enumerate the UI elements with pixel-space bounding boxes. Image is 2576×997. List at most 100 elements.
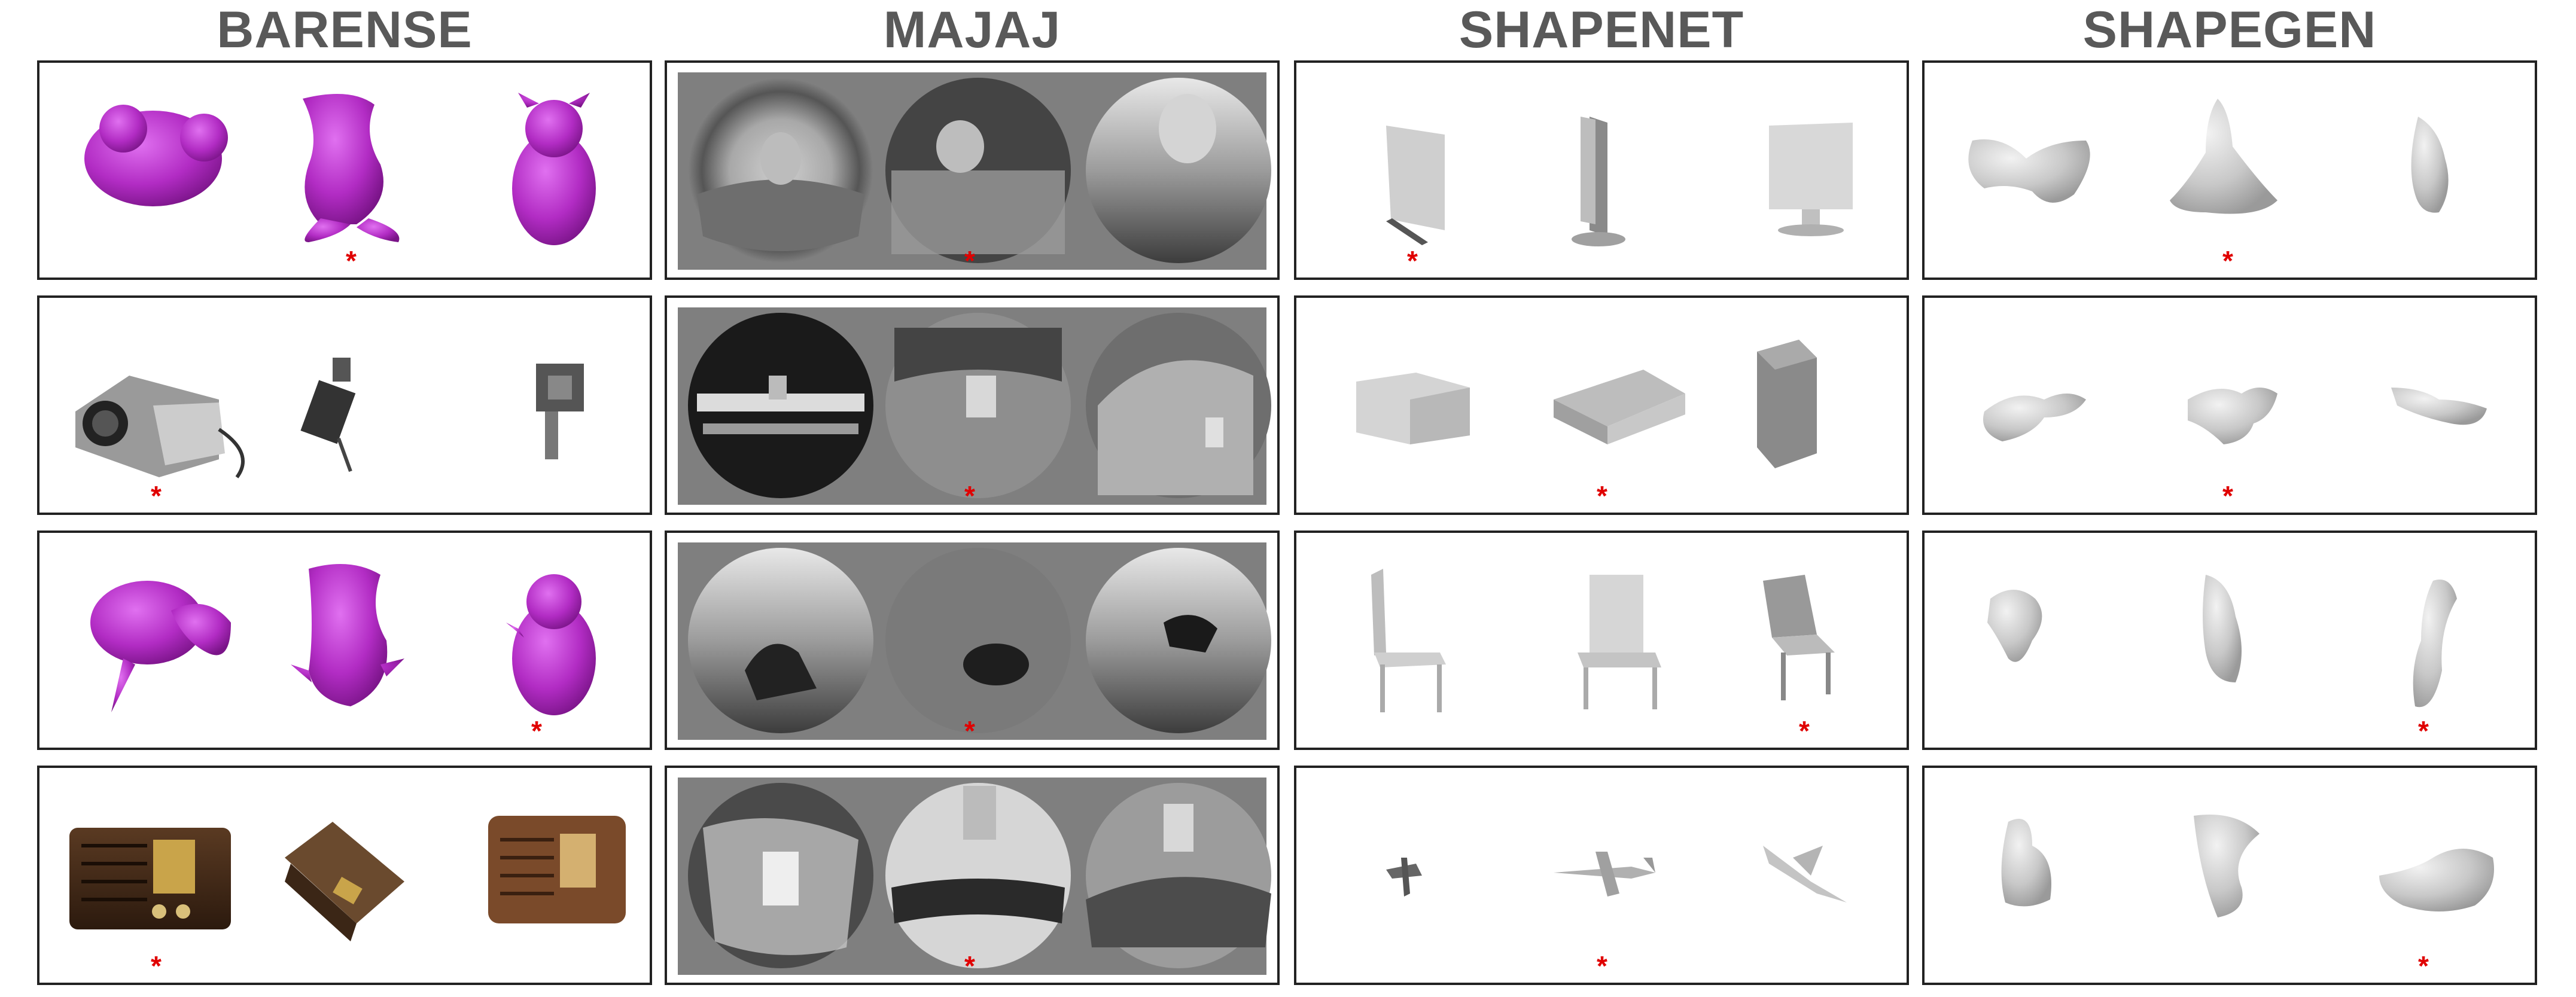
- odd-one-out-marker: *: [964, 480, 975, 511]
- chair-object-3: [1763, 575, 1835, 700]
- blob-object-2: [303, 94, 400, 242]
- odd-one-out-marker: *: [1407, 245, 1418, 276]
- panel-shapegen-row4: *: [1922, 766, 2537, 985]
- photo-circles: [678, 542, 1271, 740]
- odd-one-out-marker: *: [151, 480, 162, 511]
- chair-object-2: [1578, 575, 1661, 709]
- panel-shapenet-row3: *: [1294, 530, 1909, 750]
- camera-object-3: [536, 364, 584, 459]
- camera-objects: [75, 358, 584, 478]
- photo-circle-1: [688, 783, 873, 968]
- odd-one-out-marker: *: [2418, 950, 2429, 981]
- blob-shape-3: [2379, 849, 2494, 911]
- gray-3d-objects: [1386, 846, 1847, 903]
- blob-shape-2: [2194, 815, 2260, 917]
- radio-objects: [69, 816, 626, 941]
- column-title-shapenet: SHAPENET: [1458, 1, 1744, 59]
- panel-shapenet-row1: *: [1294, 60, 1909, 280]
- chair-object-1: [1371, 569, 1446, 712]
- column-title-majaj: MAJAJ: [883, 1, 1061, 59]
- blob-shape-3: [2391, 388, 2487, 425]
- odd-one-out-marker: *: [151, 950, 162, 981]
- blob-shape-2: [2170, 99, 2277, 214]
- camera-object-2: [300, 358, 356, 472]
- photo-circle-2: [885, 78, 1071, 263]
- gray-blob-objects: [2001, 815, 2494, 917]
- panel-majaj-row2: *: [665, 295, 1280, 515]
- panel-shapenet-row2: *: [1294, 295, 1909, 515]
- radio-object-2: [285, 822, 404, 941]
- purple-blob-objects: [90, 564, 596, 715]
- cabinet-object: [1757, 340, 1817, 468]
- blob-shape-1: [1968, 139, 2090, 203]
- odd-one-out-marker: *: [1597, 480, 1607, 511]
- odd-one-out-marker: *: [346, 245, 357, 276]
- photo-circle-2: [885, 548, 1071, 733]
- monitor-object-2: [1572, 117, 1625, 246]
- odd-one-out-marker: *: [531, 715, 542, 746]
- sofa-object: [1554, 370, 1685, 444]
- blob-object-1: [90, 581, 231, 712]
- blob-object-3: [512, 93, 596, 245]
- panel-barense-row4: *: [37, 766, 652, 985]
- odd-one-out-marker: *: [964, 950, 975, 981]
- column-title-barense: BARENSE: [217, 1, 473, 59]
- photo-circle-3: [1086, 78, 1271, 263]
- airplane-object-2: [1554, 852, 1655, 897]
- radio-object-3: [488, 816, 626, 923]
- blob-shape-2: [2203, 575, 2242, 682]
- panel-shapegen-row2: *: [1922, 295, 2537, 515]
- photo-circle-1: [688, 548, 873, 733]
- photo-circle-3: [1086, 313, 1271, 498]
- odd-one-out-marker: *: [964, 245, 975, 276]
- photo-circle-1: [688, 313, 873, 498]
- odd-one-out-marker: *: [1799, 715, 1810, 746]
- monitor-object-3: [1769, 123, 1853, 236]
- panel-shapegen-row1: *: [1922, 60, 2537, 280]
- panel-barense-row1: *: [37, 60, 652, 280]
- blob-object-2: [291, 564, 404, 706]
- blob-shape-1: [2001, 819, 2051, 907]
- panel-majaj-row4: *: [665, 766, 1280, 985]
- camera-object-1: [75, 376, 245, 478]
- blob-shape-3: [2413, 580, 2457, 708]
- blob-shape-1: [1983, 394, 2086, 441]
- photo-circles: [678, 72, 1271, 270]
- panel-shapenet-row4: *: [1294, 766, 1909, 985]
- photo-circle-3: [1086, 548, 1271, 733]
- odd-one-out-marker: *: [2222, 245, 2233, 276]
- panel-majaj-row3: *: [665, 530, 1280, 750]
- panel-shapegen-row3: *: [1922, 530, 2537, 750]
- box-object: [1356, 373, 1470, 444]
- panel-barense-row2: *: [37, 295, 652, 515]
- gray-blob-objects: [1968, 99, 2449, 214]
- photo-circles: [678, 307, 1271, 505]
- radio-object-1: [69, 828, 231, 929]
- gray-blob-objects: [1983, 388, 2487, 444]
- gray-3d-objects: [1371, 569, 1835, 712]
- photo-circle-2: [885, 783, 1071, 968]
- purple-blob-objects: [84, 93, 596, 245]
- blob-object-1: [84, 105, 228, 206]
- panel-barense-row3: *: [37, 530, 652, 750]
- odd-one-out-marker: *: [964, 715, 975, 746]
- panel-majaj-row1: *: [665, 60, 1280, 280]
- blob-shape-1: [1987, 590, 2042, 662]
- photo-circle-2: [885, 313, 1071, 498]
- gray-blob-objects: [1987, 575, 2457, 708]
- odd-one-out-marker: *: [2418, 715, 2429, 746]
- airplane-object-3: [1763, 846, 1847, 903]
- blob-object-3: [506, 574, 596, 715]
- gray-3d-objects: [1386, 117, 1853, 246]
- airplane-object-1: [1386, 858, 1422, 897]
- gray-3d-objects: [1356, 340, 1817, 468]
- photo-circle-3: [1086, 783, 1271, 968]
- monitor-object-1: [1386, 126, 1445, 245]
- odd-one-out-marker: *: [1597, 950, 1607, 981]
- photo-circles: [678, 778, 1271, 975]
- column-title-shapegen: SHAPEGEN: [2082, 1, 2377, 59]
- blob-shape-2: [2188, 388, 2277, 444]
- blob-shape-3: [2411, 117, 2449, 213]
- odd-one-out-marker: *: [2222, 480, 2233, 511]
- photo-circle-1: [688, 78, 873, 263]
